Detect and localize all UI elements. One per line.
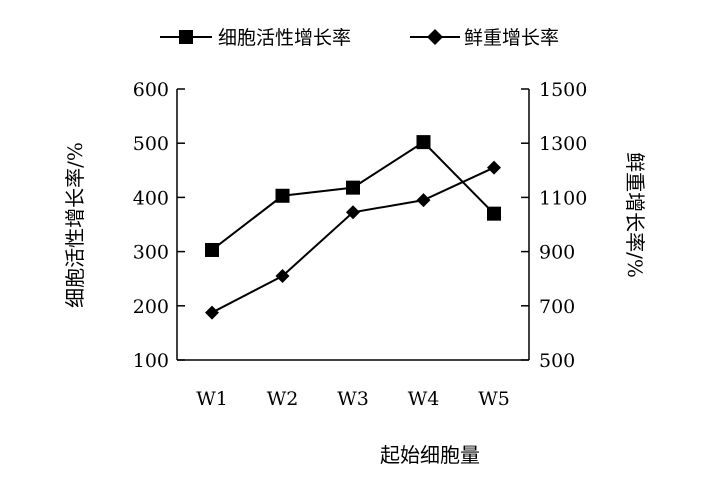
data-point-diamond bbox=[487, 160, 501, 175]
left-tick-label: 600 bbox=[133, 79, 169, 101]
data-point-diamond bbox=[346, 205, 360, 220]
left-axis-title: 细胞活性增长率/% bbox=[63, 142, 87, 308]
x-tick-label: W4 bbox=[408, 388, 440, 410]
series-line bbox=[211, 140, 495, 251]
x-tick-label: W1 bbox=[196, 388, 228, 410]
series-1 bbox=[205, 135, 501, 257]
data-point-square bbox=[487, 206, 501, 221]
data-point-square bbox=[416, 135, 431, 150]
right-tick-label: 500 bbox=[539, 350, 575, 372]
x-axis-title: 起始细胞量 bbox=[380, 443, 480, 467]
left-tick-label: 300 bbox=[133, 242, 169, 264]
right-axis-title: 鲜重增长率/% bbox=[623, 152, 647, 278]
left-axis-ticks: 100 200 300 400 500 600 bbox=[133, 79, 185, 372]
axes bbox=[176, 89, 530, 361]
right-tick-label: 1100 bbox=[539, 187, 587, 209]
legend-label-fresh-weight: 鲜重增长率 bbox=[464, 27, 559, 49]
left-tick-label: 200 bbox=[133, 296, 169, 318]
data-point-diamond bbox=[275, 268, 290, 283]
right-tick-label: 1300 bbox=[539, 133, 587, 155]
data-point-square bbox=[205, 242, 219, 257]
left-tick-label: 100 bbox=[133, 350, 169, 372]
legend-marker-diamond bbox=[427, 29, 443, 45]
x-tick-label: W3 bbox=[337, 388, 369, 410]
series-layer bbox=[205, 135, 501, 320]
data-point-diamond bbox=[205, 305, 219, 320]
right-tick-label: 1500 bbox=[539, 79, 587, 101]
legend-label-cell-activity: 细胞活性增长率 bbox=[218, 27, 351, 49]
series-2 bbox=[205, 160, 501, 320]
data-point-diamond bbox=[416, 193, 431, 208]
legend-marker-square bbox=[179, 30, 193, 44]
legend: 细胞活性增长率 鲜重增长率 bbox=[160, 27, 559, 49]
data-point-square bbox=[275, 188, 290, 203]
x-tick-label: W2 bbox=[267, 388, 299, 410]
data-point-square bbox=[346, 180, 360, 195]
x-axis-ticks: W1 W2 W3 W4 W5 bbox=[196, 388, 510, 410]
right-axis-ticks: 500 700 900 1100 1300 1500 bbox=[521, 79, 587, 372]
left-tick-label: 400 bbox=[133, 187, 169, 209]
right-tick-label: 900 bbox=[539, 242, 575, 264]
x-tick-label: W5 bbox=[478, 388, 510, 410]
right-tick-label: 700 bbox=[539, 296, 575, 318]
left-tick-label: 500 bbox=[133, 133, 169, 155]
